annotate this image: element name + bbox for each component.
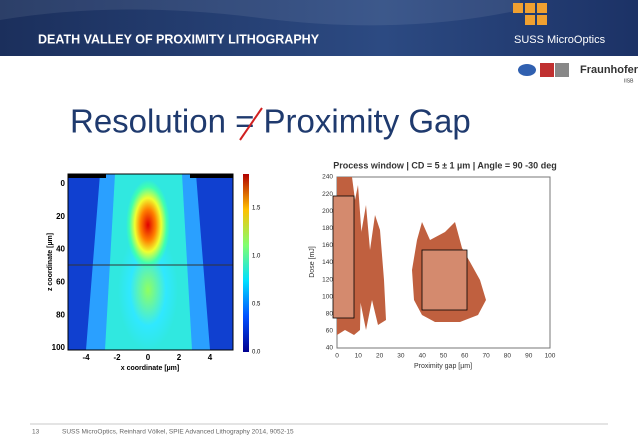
process-window-plot: Process window | CD = 5 ± 1 µm | Angle =… — [309, 160, 557, 369]
partner-logo — [540, 63, 554, 77]
x-tick-label: 80 — [504, 353, 512, 360]
x-tick-label: 90 — [525, 353, 533, 360]
partner-logo — [555, 63, 569, 77]
logo-text: SUSS MicroOptics — [514, 34, 606, 46]
fraunhofer-logo: Fraunhofer — [580, 64, 638, 76]
mask — [68, 174, 106, 178]
y-tick-label: 0 — [61, 179, 66, 188]
x-tick-label: 40 — [419, 353, 427, 360]
x-tick-label: 30 — [397, 353, 405, 360]
x-tick-label: 0 — [146, 353, 151, 362]
window-rect — [421, 249, 468, 311]
x-tick-label: -2 — [113, 353, 121, 362]
y-tick-label: 180 — [322, 225, 333, 232]
mask — [190, 174, 233, 178]
x-tick-label: 2 — [177, 353, 182, 362]
window-region — [360, 205, 386, 330]
colorbar — [243, 174, 249, 352]
heatmap-hotspot — [126, 180, 170, 270]
y-tick-label: 100 — [52, 343, 66, 352]
colorbar-label: 1.0 — [252, 254, 261, 260]
x-tick-label: 10 — [355, 353, 363, 360]
y-tick-label: 220 — [322, 191, 333, 198]
y-tick-label: 200 — [322, 208, 333, 215]
plot-title: Process window | CD = 5 ± 1 µm | Angle =… — [333, 160, 556, 170]
colorbar-label: 1.5 — [252, 206, 261, 212]
logo-square — [525, 15, 535, 25]
y-tick-label: 40 — [56, 245, 65, 254]
y-axis-label: z coordinate [µm] — [47, 233, 54, 291]
colorbar-label: 0.0 — [252, 350, 261, 356]
x-tick-label: 50 — [440, 353, 448, 360]
y-tick-label: 120 — [322, 276, 333, 283]
simulation-plot: z coordinate [µm] x coordinate [µm] — [47, 173, 249, 372]
x-axis-label: Proximity gap [µm] — [414, 363, 472, 370]
y-tick-label: 40 — [326, 345, 334, 352]
header-title: DEATH VALLEY OF PROXIMITY LITHOGRAPHY — [38, 32, 320, 46]
x-axis-label: x coordinate [µm] — [121, 365, 180, 372]
x-tick-label: 4 — [208, 353, 213, 362]
logo-square — [525, 3, 535, 13]
plot-frame — [67, 173, 234, 351]
x-tick-label: 0 — [335, 353, 339, 360]
y-tick-label: 240 — [322, 174, 333, 181]
iisb-logo: IISB — [624, 78, 634, 84]
partner-logo — [518, 64, 536, 76]
y-tick-label: 60 — [326, 328, 334, 335]
y-tick-label: 100 — [322, 293, 333, 300]
footer-citation: SUSS MicroOptics, Reinhard Völkel, SPIE … — [62, 429, 294, 436]
x-tick-label: 60 — [461, 353, 469, 360]
y-axis-label: Dose [mJ] — [309, 246, 316, 278]
slide-title: Resolution = Proximity Gap — [70, 103, 471, 140]
y-tick-label: 140 — [322, 259, 333, 266]
window-rect — [332, 195, 355, 319]
x-tick-label: 20 — [376, 353, 384, 360]
logo-square — [537, 3, 547, 13]
y-tick-label: 80 — [56, 310, 65, 319]
y-tick-label: 20 — [56, 212, 65, 221]
page-number: 13 — [32, 429, 40, 436]
logo-square — [537, 15, 547, 25]
y-tick-label: 160 — [322, 242, 333, 249]
y-tick-label: 60 — [56, 278, 65, 287]
suss-logo: SUSS MicroOptics — [513, 3, 606, 46]
y-tick-label: 80 — [326, 311, 334, 318]
x-tick-label: 70 — [482, 353, 490, 360]
strike-mark — [239, 107, 263, 141]
header-wave — [0, 0, 520, 26]
heatmap-region — [118, 230, 178, 350]
x-tick-label: 100 — [545, 353, 556, 360]
x-tick-label: -4 — [82, 353, 90, 362]
colorbar-label: 0.5 — [252, 302, 261, 308]
logo-square — [513, 3, 523, 13]
